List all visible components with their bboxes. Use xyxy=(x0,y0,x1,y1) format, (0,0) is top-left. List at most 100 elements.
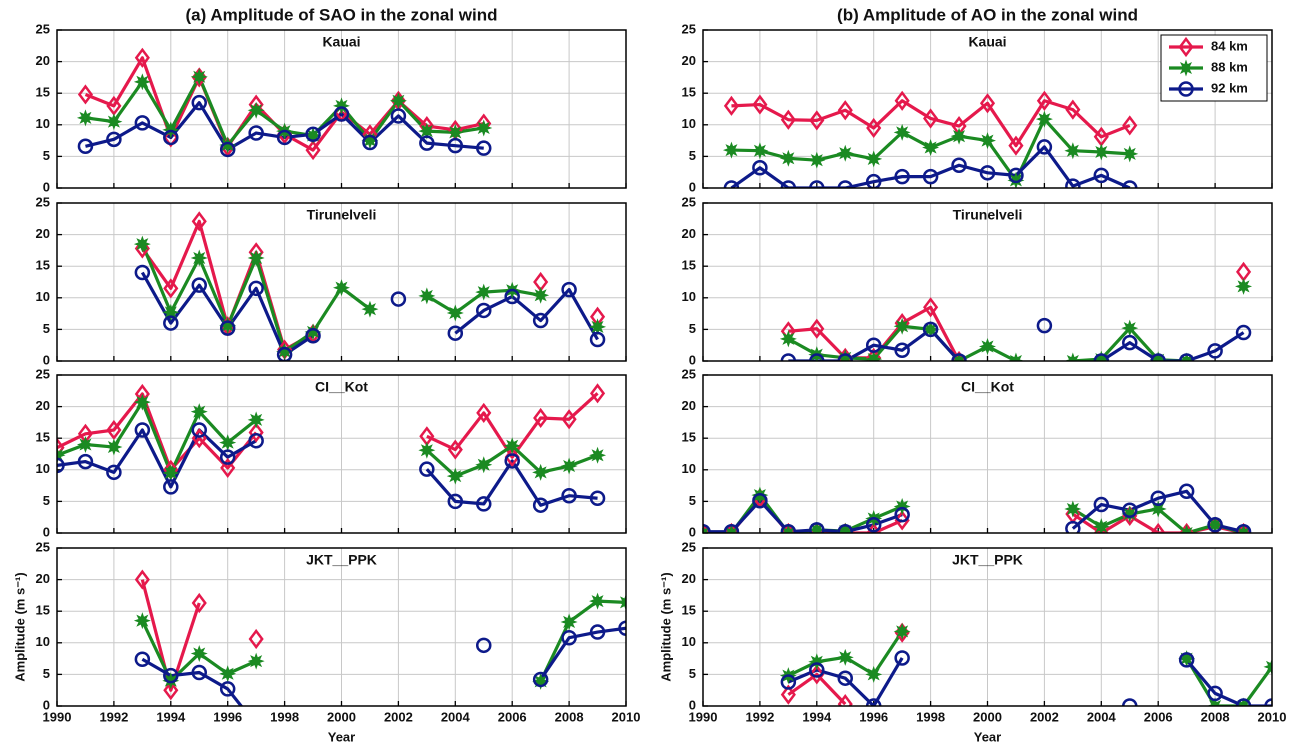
marker-diamond xyxy=(923,108,939,129)
panel: 0 5 10 15 20 25 Tirunelveli xyxy=(36,194,627,367)
marker-circle xyxy=(1065,520,1081,533)
marker-star xyxy=(808,521,826,533)
y-tick-label: 25 xyxy=(682,366,696,381)
marker-circle xyxy=(780,353,797,361)
marker-star xyxy=(76,109,94,127)
legend-label: 88 km xyxy=(1211,59,1248,74)
series-line xyxy=(787,657,1272,706)
marker-circle xyxy=(1093,167,1110,184)
marker-circle xyxy=(589,331,606,348)
y-tick-label: 15 xyxy=(682,430,696,445)
plot-frame xyxy=(702,29,1273,189)
marker-circle xyxy=(1178,483,1195,500)
y-tick-label: 25 xyxy=(682,194,696,209)
marker-circle xyxy=(476,140,492,156)
marker-circle xyxy=(305,126,321,143)
y-tick-label: 10 xyxy=(36,461,50,476)
marker-circle xyxy=(532,312,549,329)
x-tick-label: 2008 xyxy=(1201,709,1230,724)
marker-star xyxy=(133,393,151,411)
marker-star xyxy=(893,317,911,335)
data-area xyxy=(779,622,1272,706)
marker-circle xyxy=(219,141,236,158)
marker-circle xyxy=(134,115,151,131)
marker-circle xyxy=(106,131,122,148)
marker-circle xyxy=(752,160,768,176)
marker-circle xyxy=(894,650,910,666)
y-tick-label: 25 xyxy=(36,194,50,209)
marker-circle xyxy=(134,422,151,438)
x-tick-label: 2002 xyxy=(384,709,413,724)
marker-star xyxy=(190,645,208,663)
marker-circle xyxy=(1235,324,1252,341)
panel: (a) Amplitude of SAO in the zonal wind 0 5… xyxy=(36,5,627,194)
y-tick-label: 5 xyxy=(689,493,696,508)
x-tick-label: 1990 xyxy=(689,709,718,724)
marker-star xyxy=(418,441,436,459)
y-tick-label: 20 xyxy=(682,398,696,413)
marker-star xyxy=(1007,352,1025,361)
marker-circle xyxy=(561,281,577,298)
marker-star xyxy=(1064,500,1082,518)
marker-diamond xyxy=(1036,90,1052,111)
marker-circle xyxy=(723,523,740,533)
plot-frame xyxy=(702,547,1273,707)
marker-circle xyxy=(305,327,321,344)
marker-circle xyxy=(1122,698,1138,706)
marker-circle xyxy=(837,353,853,361)
marker-star xyxy=(589,446,607,464)
marker-circle xyxy=(390,108,407,124)
marker-star xyxy=(893,622,911,640)
marker-circle xyxy=(809,662,825,678)
marker-star xyxy=(133,235,151,253)
y-tick-label: 20 xyxy=(682,571,696,586)
marker-diamond xyxy=(1008,135,1024,156)
marker-star xyxy=(190,403,208,421)
marker-circle xyxy=(865,517,882,533)
marker-circle xyxy=(1150,490,1166,506)
marker-circle xyxy=(77,138,94,155)
marker-star xyxy=(162,672,180,690)
marker-circle xyxy=(191,94,207,111)
marker-circle xyxy=(1235,698,1252,706)
marker-circle xyxy=(447,493,464,510)
y-tick-label: 0 xyxy=(43,697,50,712)
marker-diamond xyxy=(837,694,853,706)
x-tick-label: 1990 xyxy=(43,709,72,724)
marker-star xyxy=(703,524,712,533)
marker-diamond xyxy=(894,90,910,111)
marker-star xyxy=(446,123,464,141)
marker-diamond xyxy=(923,297,939,318)
marker-circle xyxy=(1150,353,1166,361)
marker-diamond xyxy=(476,402,492,424)
marker-circle xyxy=(589,624,606,640)
panel-title: CI__Kot xyxy=(961,379,1014,395)
marker-diamond xyxy=(1150,522,1166,533)
x-tick-label: 2006 xyxy=(498,709,527,724)
x-tick-label: 1998 xyxy=(270,709,299,724)
x-tick-label: 2006 xyxy=(1144,709,1173,724)
panel: 0 5 10 15 20 25 CI__Kot xyxy=(682,366,1273,539)
y-tick-label: 0 xyxy=(689,352,696,367)
marker-circle xyxy=(1122,334,1138,351)
marker-star xyxy=(1035,110,1053,128)
marker-star xyxy=(418,287,436,305)
marker-star xyxy=(105,438,123,456)
panel: 1990 1992 1994 1996 1998 2000 2002 2004 2006 2008… xyxy=(658,539,1286,744)
marker-star xyxy=(446,467,464,485)
x-tick-label: 1994 xyxy=(802,709,832,724)
y-tick-label: 0 xyxy=(689,524,696,539)
marker-circle xyxy=(248,125,264,141)
marker-diamond xyxy=(248,422,264,443)
y-tick-label: 5 xyxy=(689,321,696,336)
marker-star xyxy=(1121,505,1139,523)
series-line xyxy=(141,626,626,706)
plot-frame xyxy=(702,374,1273,534)
marker-circle xyxy=(77,453,94,470)
y-tick-label: 10 xyxy=(682,461,696,476)
y-axis-label: Amplitude (m s⁻¹) xyxy=(658,572,673,681)
marker-circle xyxy=(837,670,853,686)
marker-star xyxy=(532,286,550,304)
marker-star xyxy=(162,464,180,482)
y-tick-label: 0 xyxy=(43,352,50,367)
